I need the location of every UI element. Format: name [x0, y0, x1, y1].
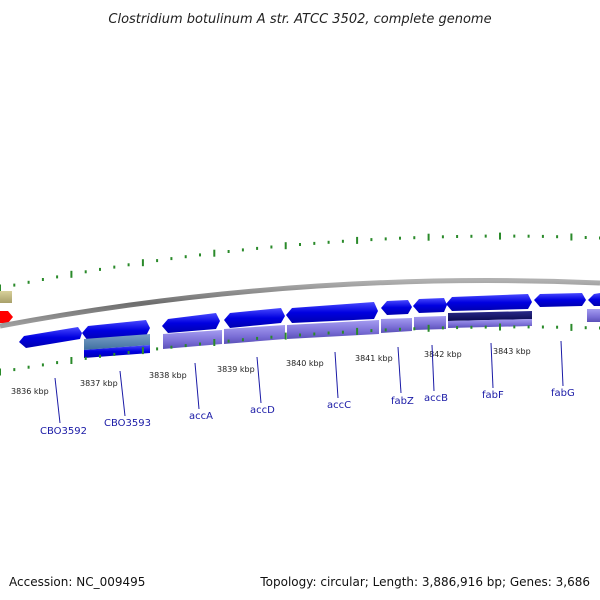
- cds-block-accb: [414, 316, 446, 330]
- gene-label-accd: accD: [250, 405, 275, 416]
- gene-arrow-accb: [413, 298, 447, 313]
- gene-label-lines: [54, 340, 564, 424]
- gene-label-accc: accC: [327, 400, 351, 411]
- inner-scale-ticks: [0, 323, 600, 376]
- gene-arrow-acca: [162, 313, 220, 333]
- gene-arrow-fabg: [534, 293, 586, 307]
- cds-block-fabf-a: [448, 311, 532, 321]
- gene-label-fabg: fabG: [551, 388, 575, 399]
- scale-label-3836: 3836 kbp: [11, 387, 49, 396]
- genome-summary-text: Topology: circular; Length: 3,886,916 bp…: [259, 575, 590, 589]
- leader-line-fabg: [560, 340, 564, 387]
- scale-label-3841: 3841 kbp: [355, 354, 393, 363]
- map-title: Clostridium botulinum A str. ATCC 3502, …: [108, 12, 491, 27]
- scale-label-3840: 3840 kbp: [286, 359, 324, 368]
- cds-block-accc: [287, 320, 379, 339]
- leader-line-fabz: [397, 346, 402, 394]
- gene-label-cbo3592: CBO3592: [40, 426, 87, 437]
- gene-label-fabf: fabF: [482, 390, 504, 401]
- gene-label-acca: accA: [189, 411, 213, 422]
- scale-label-3838: 3838 kbp: [149, 371, 187, 380]
- gene-arrow-fabf: [446, 294, 532, 311]
- cds-block-cbo3593: [84, 334, 150, 350]
- scale-label-3843: 3843 kbp: [493, 347, 531, 356]
- leader-line-accc: [334, 351, 339, 399]
- gene-label-fabz: fabZ: [391, 396, 414, 407]
- gene-label-accb: accB: [424, 393, 448, 404]
- gene-arrow-accd: [224, 308, 285, 328]
- gene-arrow-accc: [286, 302, 378, 323]
- leader-line-accd: [256, 356, 262, 404]
- gene-track: [19, 293, 600, 348]
- leader-line-cbo3592: [54, 377, 61, 424]
- leader-line-fabf: [490, 342, 494, 389]
- scale-label-3839: 3839 kbp: [217, 365, 255, 374]
- gene-arrow-fabz: [381, 300, 412, 315]
- cds-block-cbo3593-b: [84, 345, 150, 358]
- cds-block-acca: [163, 330, 222, 349]
- cds-block-accd: [224, 325, 285, 344]
- gene-arrow-next: [588, 293, 600, 306]
- cds-block-fabf-b: [448, 319, 532, 328]
- cds-track: [84, 309, 600, 358]
- leader-line-cbo3593: [119, 370, 126, 417]
- gene-arrow-cbo3592: [19, 327, 82, 348]
- outer-scale-ticks: [0, 232, 600, 292]
- leader-line-acca: [194, 362, 200, 410]
- gene-label-cbo3593: CBO3593: [104, 418, 151, 429]
- cds-block-next: [587, 309, 600, 322]
- scale-label-3837: 3837 kbp: [80, 379, 118, 388]
- genome-backbone: [0, 278, 600, 329]
- cds-block-fabz: [381, 318, 412, 333]
- accession-text: Accession: NC_009495: [9, 575, 145, 589]
- leader-line-accb: [431, 344, 435, 392]
- scale-label-3842: 3842 kbp: [424, 350, 462, 359]
- feature-block: [0, 291, 12, 303]
- highlight-feature: [0, 311, 13, 323]
